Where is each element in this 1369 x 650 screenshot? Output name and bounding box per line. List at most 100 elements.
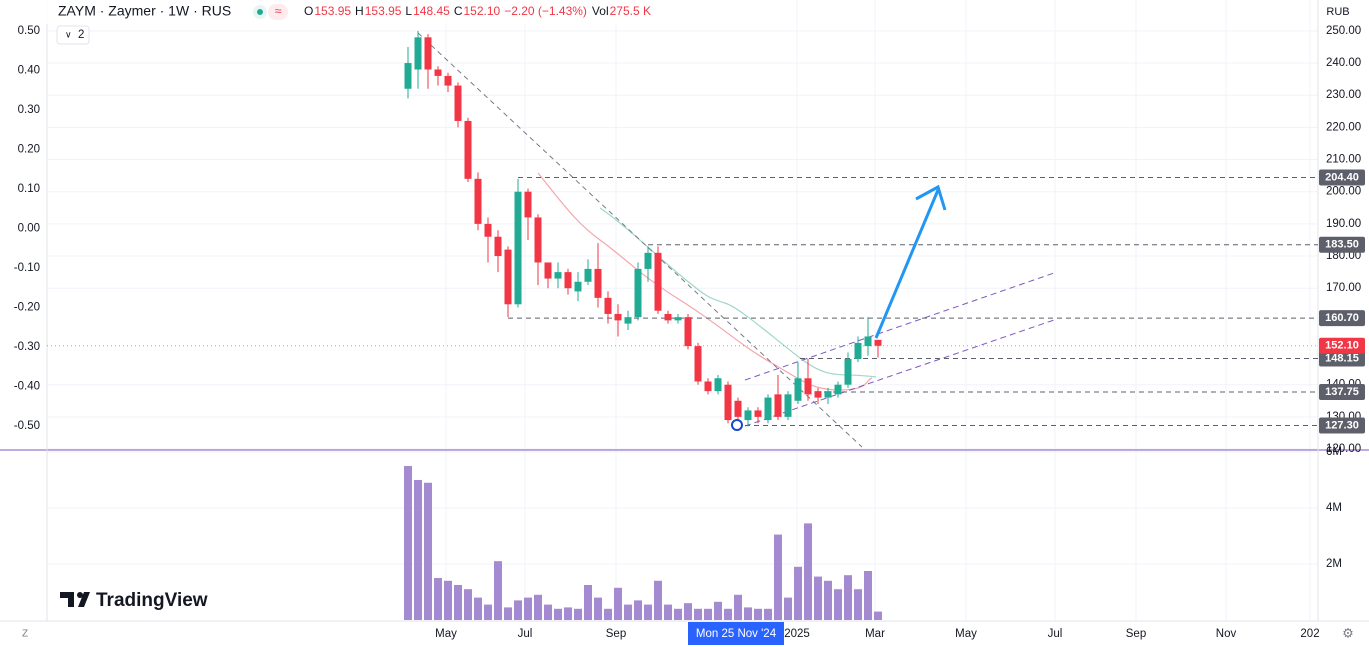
volume-bar xyxy=(704,608,712,620)
currency-button[interactable] xyxy=(1320,2,1364,22)
volume-bar xyxy=(714,601,722,620)
price-lines xyxy=(47,177,1318,427)
ohlc-key: L xyxy=(405,4,412,18)
volume-bar xyxy=(754,608,762,620)
candle-body xyxy=(524,191,532,218)
y2-tick-label: 0.30 xyxy=(18,104,40,116)
candle-body xyxy=(854,342,862,359)
candle-body xyxy=(874,339,882,346)
volume-bar xyxy=(774,534,782,620)
ohlc-key: O xyxy=(304,4,313,18)
arrow-head xyxy=(915,184,947,211)
arrow xyxy=(874,189,940,339)
price-label: 148.15 xyxy=(1325,352,1359,364)
volume-bar xyxy=(794,566,802,620)
y2-tick-label: 0.10 xyxy=(18,183,40,195)
last-price-bg xyxy=(1319,337,1365,354)
volume-bar xyxy=(554,608,562,620)
y-tick-label: 220.00 xyxy=(1326,121,1361,133)
y2-tick-label: -0.30 xyxy=(14,341,40,353)
y2-tick-label: 0.40 xyxy=(18,64,40,76)
volume-tick-label: 6M xyxy=(1326,446,1342,458)
volume-bar xyxy=(614,587,622,620)
candle-body xyxy=(424,37,432,70)
volume-bar xyxy=(474,597,482,620)
timezone-button[interactable]: Z xyxy=(22,629,28,640)
crosshair-label-bg xyxy=(688,622,784,645)
volume-bar xyxy=(464,589,472,620)
volume-bar xyxy=(544,604,552,620)
volume-bar xyxy=(664,604,672,620)
x-tick-label: Jul xyxy=(1048,628,1063,640)
volume-bar xyxy=(584,584,592,620)
volume-bar xyxy=(524,597,532,620)
status xyxy=(268,4,288,20)
volume-bar xyxy=(574,608,582,620)
chevron: ∨ xyxy=(65,29,72,39)
candle-body xyxy=(484,223,492,237)
y-tick-label: 230.00 xyxy=(1326,89,1361,101)
crosshair-label: Mon 25 Nov '24 xyxy=(696,628,777,640)
volume-bar xyxy=(624,604,632,620)
y-tick-label: 240.00 xyxy=(1326,57,1361,69)
settings-button[interactable]: ⚙ xyxy=(1342,625,1354,640)
ohlc-value: 152.10 xyxy=(463,4,500,18)
y-tick-label: 210.00 xyxy=(1326,154,1361,166)
candles xyxy=(404,30,882,427)
vol-key: Vol xyxy=(592,4,609,18)
trend-line xyxy=(417,32,863,448)
candle-body xyxy=(834,384,842,395)
candle-body xyxy=(644,252,652,269)
candle-body xyxy=(434,69,442,76)
channel-line xyxy=(744,272,1055,381)
price-label: 127.30 xyxy=(1325,419,1359,431)
candle-body xyxy=(684,317,692,347)
vol-value: 275.5 K xyxy=(610,4,651,18)
volume-bar xyxy=(634,600,642,620)
collapse-count[interactable]: 2 xyxy=(78,29,84,41)
volume-bar xyxy=(724,608,732,620)
volume-bar xyxy=(674,608,682,620)
volume-bar xyxy=(444,580,452,620)
ohlc-value: 148.45 xyxy=(413,4,450,18)
volume-bar xyxy=(844,575,852,620)
candle-body xyxy=(514,191,522,305)
volume-tick-label: 2M xyxy=(1326,558,1342,570)
currency[interactable]: RUB xyxy=(1326,6,1349,18)
y2-tick-label: 0.50 xyxy=(18,25,40,37)
collapse-button[interactable] xyxy=(56,25,90,45)
volume-bar xyxy=(484,604,492,620)
x-tick-label: Sep xyxy=(1126,628,1146,640)
candle-body xyxy=(654,252,662,311)
header-bg xyxy=(0,0,690,24)
price-label-bg xyxy=(1319,310,1365,327)
candle-body xyxy=(504,249,512,305)
y2-tick-label: 0.20 xyxy=(18,143,40,155)
candle-body xyxy=(544,262,552,279)
price-label: 204.40 xyxy=(1325,171,1359,183)
y-tick-label: 190.00 xyxy=(1326,218,1361,230)
candle-body xyxy=(624,317,632,324)
y-tick-label: 250.00 xyxy=(1326,25,1361,37)
ohlc: O 153.95 H 153.95 L 148.45 C 152.10 −2.20 (−1.43… xyxy=(304,4,651,18)
volume-tick-label: 4M xyxy=(1326,502,1342,514)
volume-bar xyxy=(834,589,842,620)
volume-bar xyxy=(594,597,602,620)
candle-body xyxy=(724,384,732,421)
candle-body xyxy=(814,391,822,398)
volume-bar xyxy=(804,523,812,620)
x-tick-label: Sep xyxy=(606,628,626,640)
status: ≈ xyxy=(275,4,282,18)
ohlc-value: 153.95 xyxy=(365,4,402,18)
last-price-label: 152.10 xyxy=(1325,340,1359,352)
price-label: 137.75 xyxy=(1325,386,1359,398)
ohlc-key: H xyxy=(355,4,364,18)
volume-bar xyxy=(814,576,822,620)
status xyxy=(257,9,263,15)
candle-body xyxy=(754,410,762,417)
candle-body xyxy=(664,313,672,321)
y2-tick-label: -0.40 xyxy=(14,380,40,392)
volume-bar xyxy=(654,580,662,620)
volume-bar xyxy=(824,580,832,620)
candle-body xyxy=(634,268,642,318)
